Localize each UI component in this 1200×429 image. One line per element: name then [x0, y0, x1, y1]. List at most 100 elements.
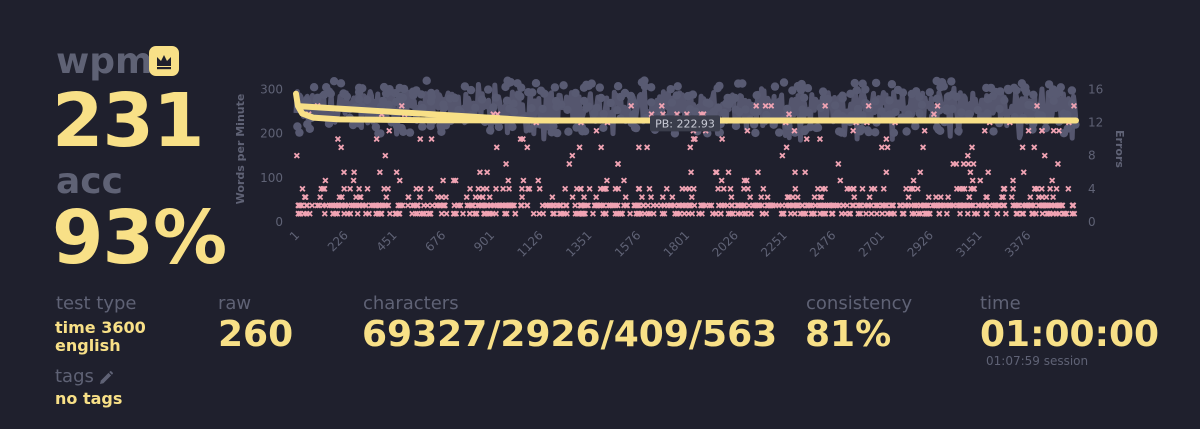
error-point	[558, 210, 565, 217]
error-point	[386, 127, 393, 134]
error-point	[792, 185, 799, 192]
raw-point	[422, 76, 431, 85]
error-point	[747, 210, 754, 217]
raw-point	[779, 78, 789, 87]
error-point	[1069, 210, 1076, 217]
error-point	[659, 210, 666, 217]
error-point	[405, 194, 412, 201]
raw-point	[672, 91, 681, 100]
error-point	[837, 177, 844, 184]
error-point	[891, 210, 898, 217]
error-point	[646, 185, 653, 192]
error-point	[605, 202, 612, 209]
y2-tick-label: 16	[1088, 82, 1103, 96]
raw-point	[952, 92, 961, 101]
error-point	[741, 202, 748, 209]
raw-point	[540, 89, 549, 98]
raw-point	[749, 107, 759, 116]
error-point	[1002, 210, 1009, 217]
y2-tick-label: 4	[1088, 182, 1096, 196]
error-point	[479, 202, 486, 209]
error-point	[382, 152, 389, 159]
raw-point	[936, 83, 945, 92]
raw-point	[363, 95, 372, 105]
raw-point	[550, 83, 560, 92]
error-point	[728, 194, 735, 201]
error-point	[487, 210, 494, 217]
error-point	[971, 185, 978, 192]
error-point	[785, 111, 793, 118]
y-axis-title: Words per Minute	[234, 94, 247, 205]
error-point	[1001, 202, 1008, 209]
test-language-value: english	[55, 336, 121, 355]
error-point	[575, 210, 582, 217]
wpm-chart[interactable]: 0 100 200 300 0 4 8 12 16 Words per Minute Errors 1…	[230, 62, 1150, 294]
error-point	[1036, 202, 1043, 209]
error-point	[724, 202, 731, 209]
error-point	[820, 202, 827, 209]
error-point	[1038, 185, 1045, 192]
error-point	[691, 136, 698, 143]
error-point	[863, 210, 870, 217]
error-point	[586, 185, 593, 192]
error-point	[1025, 127, 1032, 134]
raw-point	[804, 108, 813, 117]
error-point	[373, 202, 380, 209]
error-point	[1055, 127, 1063, 134]
error-point	[1020, 169, 1027, 176]
error-point	[505, 185, 513, 192]
error-point	[816, 136, 823, 143]
error-point	[341, 210, 348, 217]
raw-point	[831, 101, 840, 110]
error-point	[603, 177, 610, 184]
error-point	[580, 210, 587, 217]
error-point	[598, 144, 605, 151]
error-point	[593, 202, 600, 209]
error-point	[644, 202, 652, 209]
error-point	[977, 177, 984, 184]
characters-label: characters	[363, 293, 459, 314]
error-point	[691, 202, 698, 209]
raw-point	[824, 94, 833, 104]
consistency-label: consistency	[806, 293, 913, 314]
error-point	[362, 210, 369, 217]
error-point	[937, 194, 944, 201]
error-point	[956, 202, 963, 209]
error-point	[943, 202, 950, 209]
error-point	[791, 127, 798, 134]
raw-point	[412, 86, 421, 95]
error-point	[442, 194, 450, 201]
error-point	[314, 202, 321, 209]
error-point	[689, 210, 696, 217]
raw-point	[514, 90, 523, 100]
error-point	[994, 210, 1001, 217]
raw-point	[965, 110, 974, 119]
error-point	[377, 210, 384, 217]
consistency-value: 81%	[805, 314, 892, 355]
error-point	[995, 202, 1002, 209]
error-point	[340, 169, 348, 176]
error-point	[455, 202, 462, 209]
y2-tick-label: 8	[1088, 149, 1096, 163]
raw-point	[616, 92, 625, 102]
error-point	[873, 210, 880, 217]
error-point	[936, 210, 943, 217]
raw-point	[673, 82, 682, 91]
error-point	[822, 102, 829, 109]
raw-point	[1017, 79, 1027, 88]
error-point	[803, 136, 810, 143]
error-point	[500, 185, 507, 192]
raw-point	[484, 85, 493, 94]
raw-point	[590, 109, 599, 118]
error-point	[572, 202, 579, 209]
error-point	[330, 210, 337, 217]
pencil-icon[interactable]	[98, 370, 114, 386]
error-point	[835, 160, 842, 167]
error-point	[354, 210, 361, 217]
error-point	[316, 202, 323, 209]
error-point	[862, 202, 869, 209]
raw-point	[834, 127, 844, 136]
x-tick-label: 1576	[612, 228, 643, 259]
raw-point	[853, 109, 862, 118]
error-point	[658, 102, 665, 109]
